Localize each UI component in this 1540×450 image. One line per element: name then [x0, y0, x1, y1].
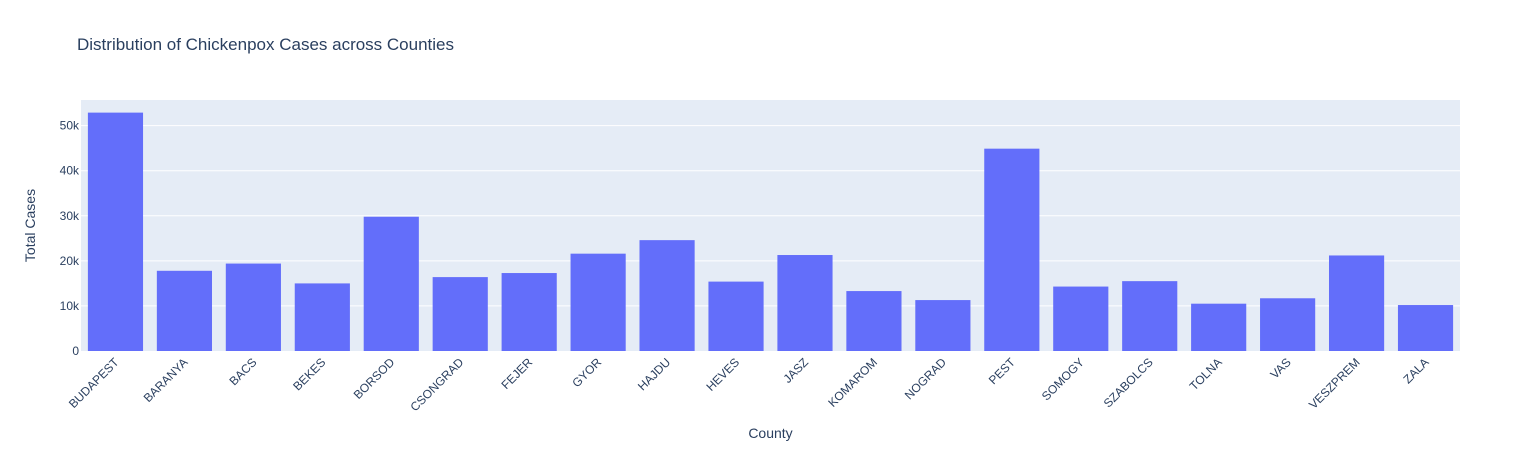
x-tick-label: FEJER: [499, 355, 536, 392]
x-tick-label: HEVES: [703, 355, 742, 394]
x-tick-label: PEST: [986, 355, 1019, 388]
bar-gyor: [570, 253, 626, 351]
y-tick-label: 40k: [60, 164, 80, 178]
y-axis-ticks: 0 10k 20k 30k 40k 50k: [60, 119, 80, 358]
bar-heves: [708, 281, 764, 351]
bar-csongrad: [432, 277, 488, 351]
plot-background: [81, 100, 1460, 351]
bar-szabolcs: [1122, 281, 1178, 351]
x-tick-label: VAS: [1267, 355, 1293, 381]
x-tick-label: BORSOD: [351, 355, 398, 402]
bar-baranya: [156, 270, 213, 351]
x-tick-label: JASZ: [780, 355, 811, 386]
x-tick-label: BUDAPEST: [66, 355, 122, 411]
y-tick-label: 50k: [60, 119, 80, 133]
x-tick-label: NOGRAD: [902, 355, 949, 402]
x-tick-label: ZALA: [1401, 355, 1432, 386]
x-axis-title: County: [748, 425, 792, 441]
bar-komarom: [846, 291, 902, 351]
x-tick-label: BACS: [226, 355, 259, 388]
y-axis-title: Total Cases: [22, 189, 38, 262]
x-axis-ticks: BUDAPEST BARANYA BACS BEKES BORSOD CSONGRAD FE…: [66, 355, 1432, 414]
x-tick-label: CSONGRAD: [407, 355, 466, 414]
x-tick-label: BARANYA: [141, 355, 191, 405]
chart-title: Distribution of Chickenpox Cases across …: [77, 35, 454, 54]
bar-jasz: [777, 255, 833, 351]
x-tick-label: GYOR: [569, 355, 604, 390]
bar-tolna: [1191, 303, 1247, 351]
x-tick-label: VESZPREM: [1306, 355, 1363, 412]
bar-zala: [1397, 305, 1454, 351]
bar-nograd: [915, 300, 971, 351]
bar-vas: [1260, 298, 1316, 351]
x-tick-label: HAJDU: [635, 355, 673, 393]
bar-hajdu: [639, 240, 695, 351]
y-tick-label: 20k: [60, 254, 80, 268]
bar-bekes: [294, 283, 350, 351]
x-tick-label: SOMOGY: [1039, 355, 1087, 403]
bar-borsod: [363, 216, 419, 351]
x-tick-label: KOMAROM: [825, 355, 880, 410]
bar-fejer: [501, 273, 557, 351]
y-tick-label: 0: [72, 344, 79, 358]
bar-pest: [984, 148, 1040, 351]
x-tick-label: TOLNA: [1187, 355, 1225, 393]
bar-somogy: [1053, 286, 1109, 351]
bar-veszprem: [1328, 255, 1385, 351]
y-tick-label: 10k: [60, 299, 80, 313]
bars: [87, 112, 1454, 352]
bar-bacs: [225, 263, 281, 351]
bar-budapest: [87, 112, 144, 352]
x-tick-label: SZABOLCS: [1101, 355, 1156, 410]
x-tick-label: BEKES: [290, 355, 328, 393]
y-tick-label: 30k: [60, 209, 80, 223]
